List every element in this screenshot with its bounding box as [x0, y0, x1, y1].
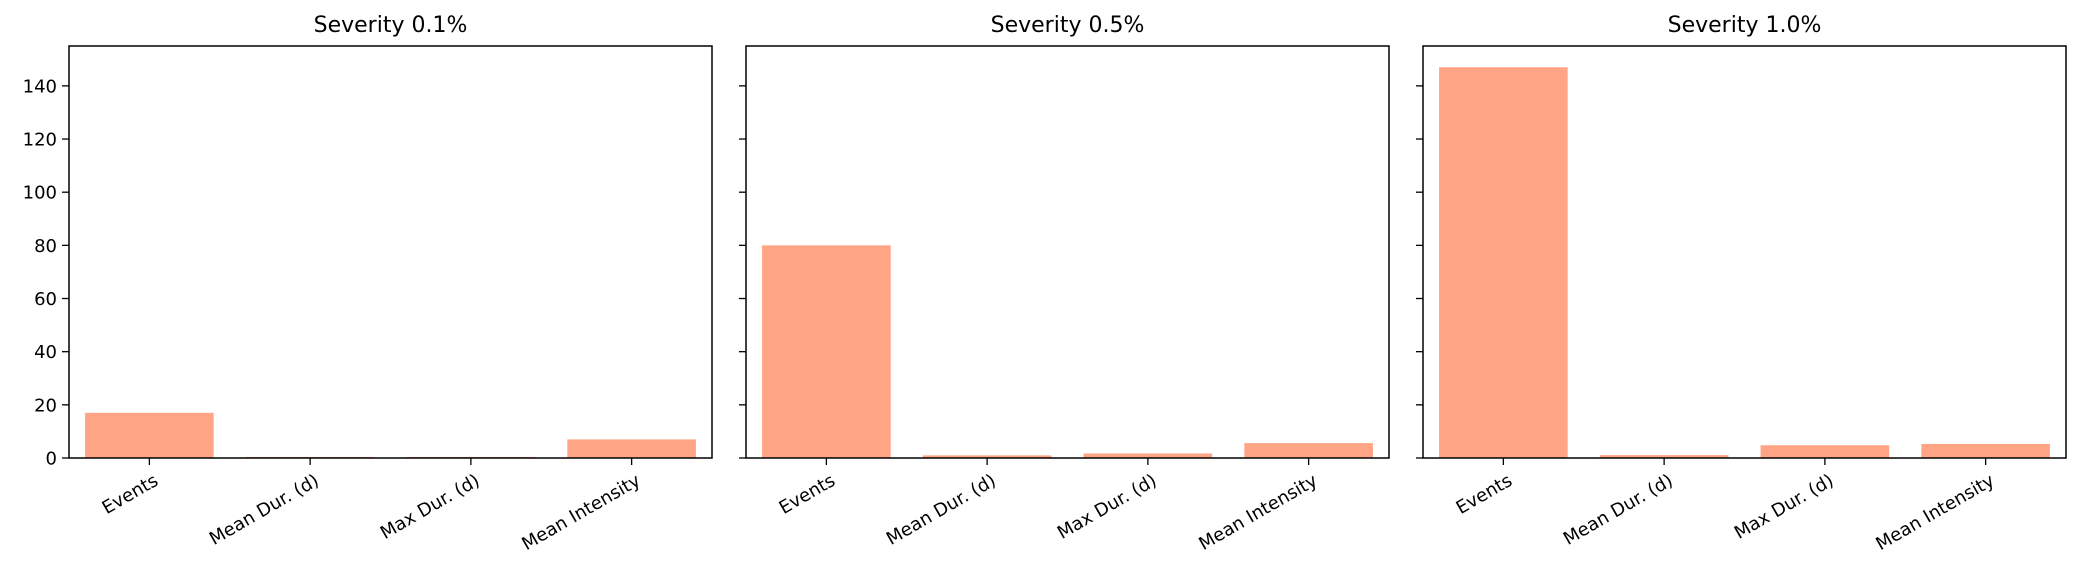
x-tick-label: Max Dur. (d) — [377, 470, 484, 544]
y-tick-label: 40 — [34, 342, 57, 363]
y-tick-label: 0 — [46, 449, 57, 470]
plot-frame — [745, 45, 1390, 459]
x-tick-label: Mean Intensity — [1872, 470, 1998, 555]
chart-title: Severity 0.5% — [991, 13, 1145, 38]
x-tick-label: Mean Intensity — [1195, 470, 1321, 555]
x-tick-label: Mean Dur. (d) — [1560, 470, 1677, 550]
x-tick-label: Max Dur. (d) — [1054, 470, 1161, 544]
x-tick-label: Max Dur. (d) — [1731, 470, 1838, 544]
x-tick-label: Events — [776, 470, 839, 519]
chart-panel-3: Severity 1.0% Events Mean Dur. (d) Max Dur.… — [1416, 13, 2067, 555]
chart-panel-2: Severity 0.5% Events Mean Dur. (d) Max Dur.… — [739, 13, 1390, 555]
chart-panel-1: Severity 0.1% 0 20 40 60 80 100 120 140 Events Mea… — [23, 13, 713, 555]
y-tick-label: 100 — [23, 183, 57, 204]
y-tick-label: 120 — [23, 130, 57, 151]
bar-mean-intensity — [567, 439, 696, 458]
x-tick-label: Events — [99, 470, 162, 519]
chart-title: Severity 0.1% — [314, 13, 468, 38]
y-tick-label: 80 — [34, 236, 57, 257]
bar-max-dur-d — [1760, 445, 1890, 458]
plot-frame — [1422, 45, 2067, 459]
bar-max-dur-d — [1083, 453, 1213, 458]
y-tick-label: 140 — [23, 76, 57, 97]
bar-mean-intensity — [1244, 443, 1373, 458]
bar-events — [1439, 67, 1568, 458]
bar-mean-dur-d — [1599, 455, 1729, 458]
x-tick-label: Events — [1453, 470, 1516, 519]
plot-frame — [68, 45, 713, 459]
bar-events — [762, 245, 891, 458]
x-tick-label: Mean Intensity — [518, 470, 644, 555]
x-tick-label: Mean Dur. (d) — [883, 470, 1000, 550]
bar-mean-intensity — [1921, 443, 2050, 458]
y-tick-label: 20 — [34, 395, 57, 416]
chart-title: Severity 1.0% — [1668, 13, 1822, 38]
x-tick-label: Mean Dur. (d) — [206, 470, 323, 550]
bar-events — [85, 412, 214, 458]
y-tick-label: 60 — [34, 289, 57, 310]
bar-mean-dur-d — [922, 455, 1052, 458]
